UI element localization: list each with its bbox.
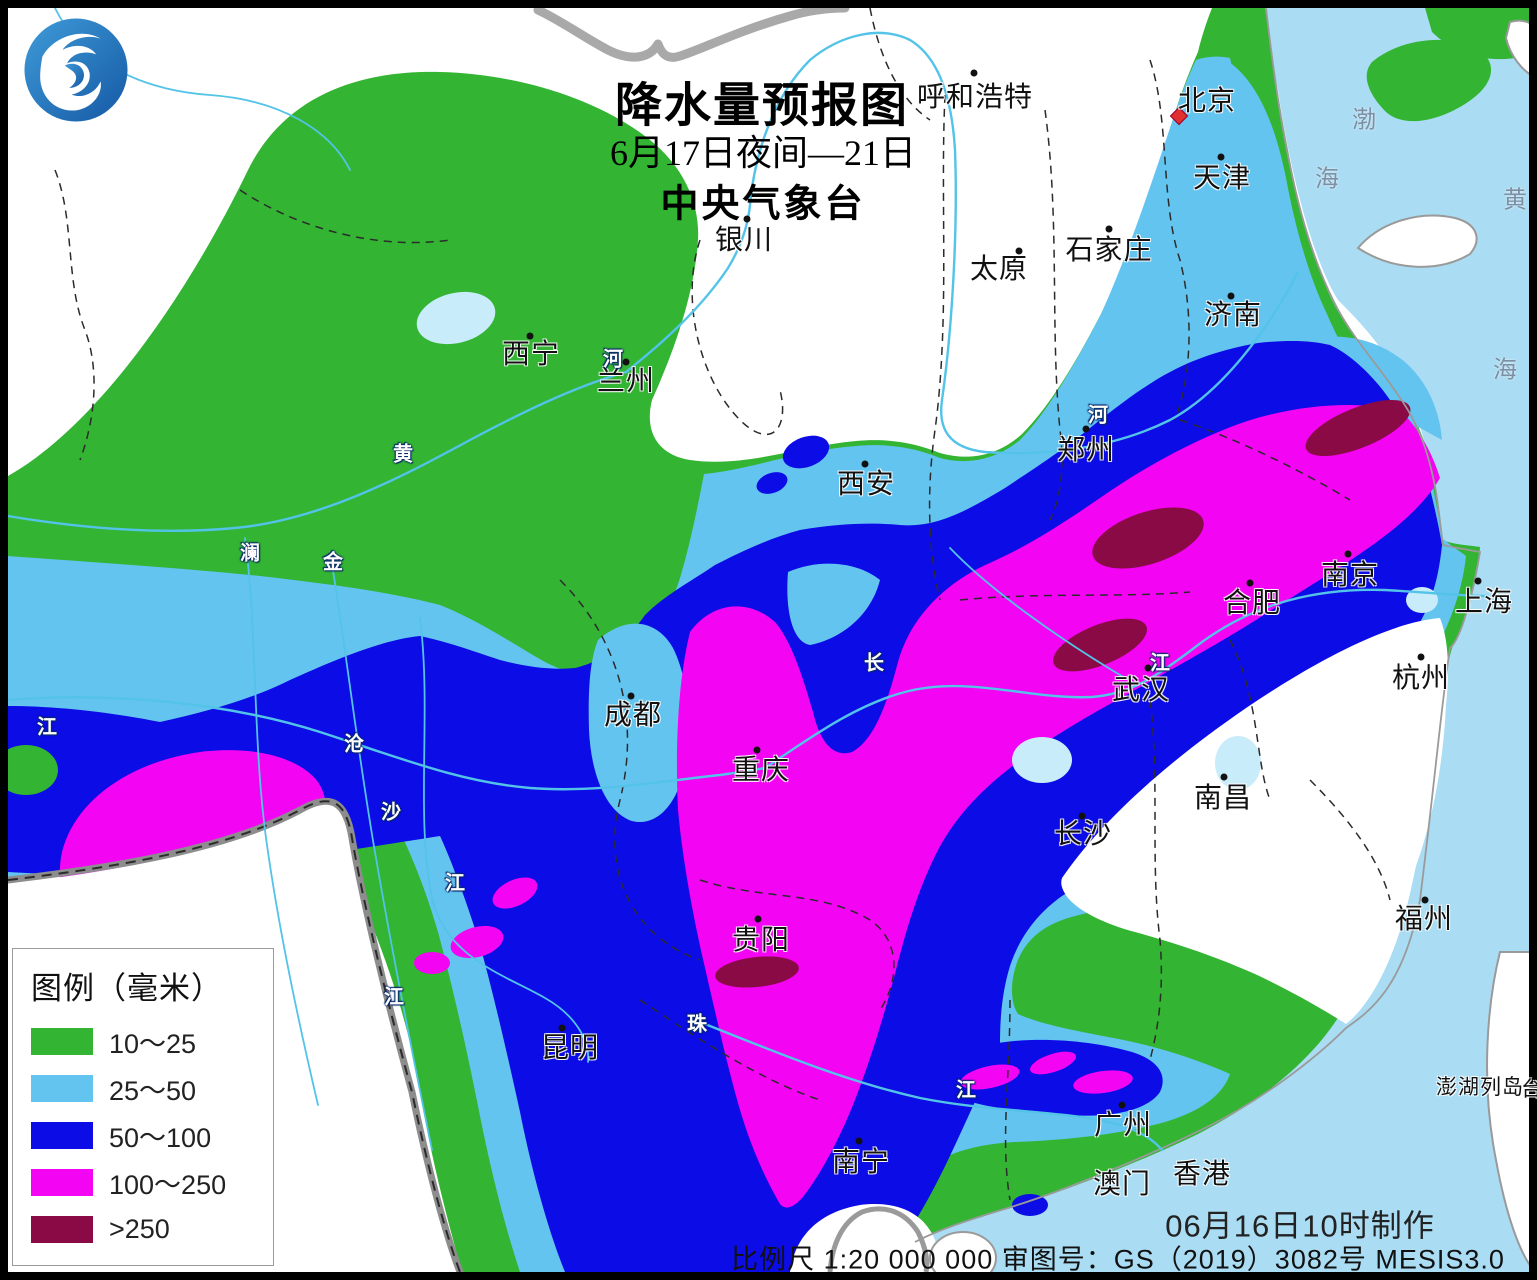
legend-row: 10～25 xyxy=(31,1018,273,1065)
legend-swatch-gt-250 xyxy=(31,1216,93,1243)
chengdu-lightblue-pocket xyxy=(588,623,689,823)
legend-swatch-10-25 xyxy=(31,1028,93,1055)
map-canvas xyxy=(8,8,1529,1272)
legend-label: 25～50 xyxy=(109,1076,197,1106)
sea-layer xyxy=(874,8,1529,1272)
legend-panel: 图例（毫米） 10～25 25～50 50～100 100～250 >250 xyxy=(12,948,274,1266)
dry-area-southeast xyxy=(1061,618,1449,1024)
legend-label: >250 xyxy=(109,1214,170,1244)
legend-label: 10～25 xyxy=(109,1029,197,1059)
legend-swatch-50-100 xyxy=(31,1122,93,1149)
legend-row: >250 xyxy=(31,1206,273,1253)
legend-label: 50～100 xyxy=(109,1123,212,1153)
rivers-layer xyxy=(8,8,1490,1152)
rain-bands-layer xyxy=(8,8,1529,1272)
coastline xyxy=(914,8,1482,1243)
extreme-rain-cores xyxy=(715,400,1411,988)
cma-logo-icon xyxy=(24,18,128,122)
legend-row: 25～50 xyxy=(31,1065,273,1112)
legend-title: 图例（毫米） xyxy=(31,971,223,1006)
legend-label: 100～250 xyxy=(109,1170,227,1200)
legend-row: 100～250 xyxy=(31,1159,273,1206)
legend-row: 50～100 xyxy=(31,1112,273,1159)
province-borders-layer xyxy=(54,8,1391,1201)
legend-swatch-100-250 xyxy=(31,1169,93,1196)
legend-swatch-25-50 xyxy=(31,1075,93,1102)
precipitation-map xyxy=(8,8,1529,1272)
